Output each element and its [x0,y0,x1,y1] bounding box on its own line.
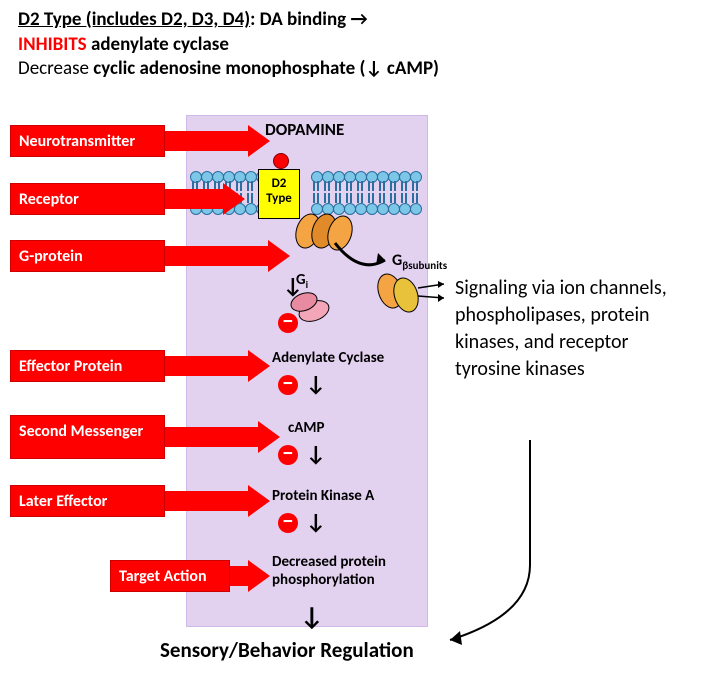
lipid-tail [339,193,341,203]
target-label: Decreased protein phosphorylation [272,553,412,589]
lipid-tail [379,181,381,191]
lipid-tail [416,193,418,203]
lipid-tail [383,193,385,203]
minus-icon-3 [278,445,298,465]
lipid-tail [324,181,326,191]
later-eff-label: Protein Kinase A [272,487,374,505]
gi-down-arrow: ↓ [283,275,303,297]
title-d2type: D2 Type (includes D2, D3, D4) [18,8,250,31]
lipid-tail [401,181,403,191]
lipid-tail [357,193,359,203]
lipid-tail [412,193,414,203]
title-line3: Decrease cyclic adenosine monophosphate … [18,57,691,82]
lipid-tail [339,181,341,191]
lipid-tail [379,193,381,203]
title-inhibits: INHIBITS [18,33,87,56]
cascade-arrow-2: ↓ [306,373,326,395]
lipid-tail [313,181,315,191]
lipid-tail [335,181,337,191]
cascade-arrow-4: ↓ [306,511,326,533]
receptor-d2: D2 Type [258,169,300,219]
lipid-tail [328,193,330,203]
effector-label: Adenylate Cyclase [272,349,384,367]
label-box-2: G-protein [10,240,165,272]
label-box-3: Effector Protein [10,350,165,382]
title-suffix: : DA binding → [250,8,368,31]
lipid-tail [405,181,407,191]
title-line2: INHIBITS adenylate cyclase [18,33,691,58]
label-box-4: Second Messenger [10,415,165,459]
label-box-6: Target Action [110,560,230,592]
lipid-tail [251,181,253,191]
minus-icon-4 [278,513,298,533]
lipid-tail [324,193,326,203]
second-msg-label: cAMP [288,419,324,437]
dopamine-icon [273,153,289,169]
cascade-arrow-3: ↓ [306,443,326,465]
lipid-tail [247,193,249,203]
lipid-tail [335,193,337,203]
lipid-head [410,203,422,215]
title-line1: D2 Type (includes D2, D3, D4): DA bindin… [18,8,691,33]
label-box-1: Receptor [10,183,165,215]
lipid-tail [350,181,352,191]
minus-icon-2 [278,375,298,395]
lipid-tail [416,181,418,191]
lipid-tail [368,181,370,191]
lipid-tail [405,193,407,203]
lipid-tail [368,193,370,203]
title-line2-rest: adenylate cyclase [87,33,229,56]
lipid-tail [394,181,396,191]
label-box-5: Later Effector [10,485,165,517]
dopamine-label: DOPAMINE [265,119,344,140]
lipid-tail [390,181,392,191]
side-signaling-text: Signaling via ion channels, phospholipas… [455,275,685,383]
lipid-tail [317,193,319,203]
cascade-arrow-5: ↓ [300,603,324,629]
side-to-bottom-arrow [420,435,560,653]
title-line3-bold: cyclic adenosine monophosphate (↓ cAMP) [93,57,439,80]
lipid-tail [401,193,403,203]
title-line3-pre: Decrease [18,57,93,80]
lipid-tail [372,193,374,203]
diagram-canvas: D2 Type DOPAMINE Gβsubunits Gi ↓ Adenyla… [0,105,703,680]
label-box-0: Neurotransmitter [10,125,165,157]
lipid-tail [328,181,330,191]
gbeta-label: Gβsubunits [392,251,447,272]
lipid-tail [383,181,385,191]
lipid-tail [357,181,359,191]
bottom-outcome: Sensory/Behavior Regulation [160,637,414,663]
lipid-tail [372,181,374,191]
lipid-tail [247,181,249,191]
lipid-tail [361,181,363,191]
receptor-label: D2 Type [266,176,292,206]
minus-icon-1 [278,313,298,333]
lipid-tail [313,193,315,203]
lipid-tail [394,193,396,203]
lipid-tail [251,193,253,203]
lipid-tail [350,193,352,203]
lipid-tail [317,181,319,191]
lipid-tail [346,181,348,191]
lipid-tail [390,193,392,203]
lipid-tail [346,193,348,203]
lipid-tail [361,193,363,203]
title-block: D2 Type (includes D2, D3, D4): DA bindin… [0,0,703,86]
gbeta-out-arrows [416,280,456,310]
lipid-tail [412,181,414,191]
